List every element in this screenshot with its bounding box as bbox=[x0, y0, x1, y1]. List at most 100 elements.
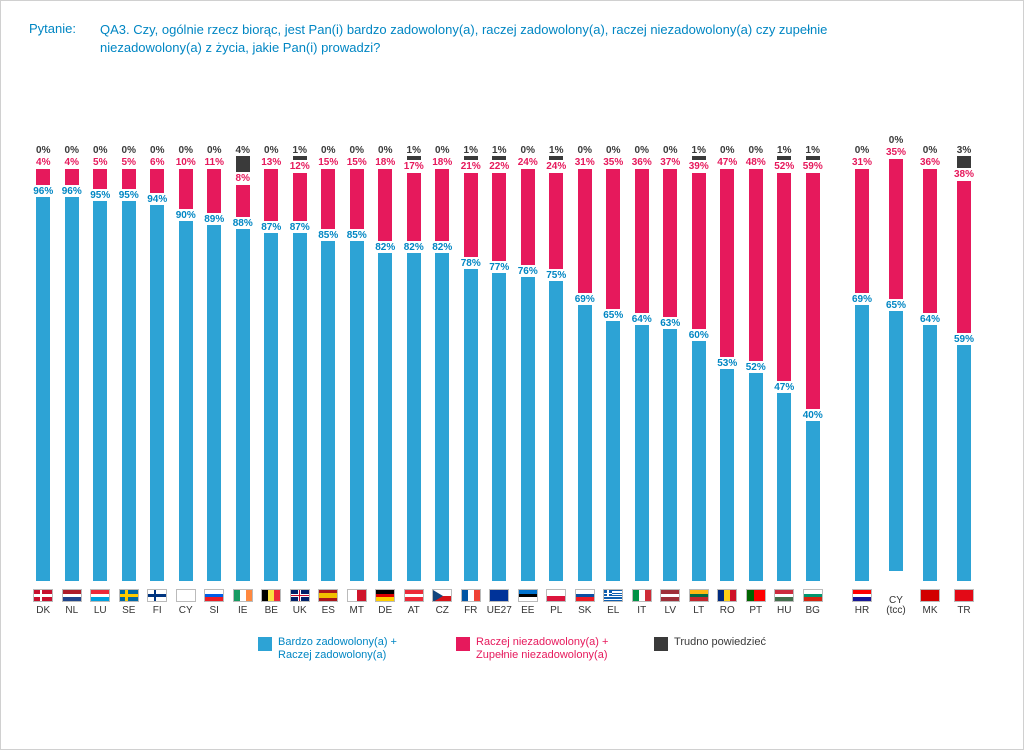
bar-segment-dk bbox=[777, 156, 791, 160]
value-label-sat: 89% bbox=[204, 215, 224, 226]
value-label-dk: 1% bbox=[549, 146, 563, 157]
country-code: SI bbox=[210, 606, 219, 616]
value-label-sat: 78% bbox=[461, 259, 481, 270]
bar-segment-sat bbox=[264, 233, 278, 581]
bar-segment-sat bbox=[65, 197, 79, 581]
bar-segment-dk bbox=[407, 156, 421, 160]
value-label-sat: 82% bbox=[432, 243, 452, 254]
bar-segment-sat bbox=[957, 345, 971, 581]
bar-stack: 1%52%47% bbox=[770, 86, 799, 583]
bar-slot-nl: 0%4%96%NL bbox=[58, 86, 87, 616]
country-code: PL bbox=[550, 606, 562, 616]
bar-segment-sat bbox=[435, 253, 449, 581]
country-code: FI bbox=[153, 606, 162, 616]
value-label-dk: 0% bbox=[264, 146, 278, 157]
bar-slot-hu: 1%52%47% HU bbox=[770, 86, 799, 616]
value-label-dis: 24% bbox=[518, 158, 538, 169]
value-label-dis: 17% bbox=[404, 162, 424, 173]
value-label-dis: 12% bbox=[290, 162, 310, 173]
bar-slot-lt: 1%39%60%LT bbox=[685, 86, 714, 616]
bar-segment-dk bbox=[464, 156, 478, 160]
bar-segment-sat bbox=[179, 221, 193, 581]
value-label-sat: 47% bbox=[774, 383, 794, 394]
country-code: HU bbox=[777, 606, 791, 616]
bar-segment-sat bbox=[36, 197, 50, 581]
bar-slot-tr: 3%38%59%TR bbox=[947, 86, 981, 616]
bar-stack: 0%48%52% bbox=[742, 86, 771, 583]
value-label-sat: 85% bbox=[318, 231, 338, 242]
bar-stack: 0%4%96% bbox=[29, 86, 58, 583]
flag-icon bbox=[62, 589, 82, 602]
value-label-dk: 0% bbox=[435, 146, 449, 157]
bar-slot-ue27: 1%22%77%UE27 bbox=[485, 86, 514, 616]
bar-slot-pl: 1%24%75% PL bbox=[542, 86, 571, 616]
legend-item: Trudno powiedzieć bbox=[654, 636, 766, 662]
bar-segment-sat bbox=[549, 281, 563, 581]
bar-stack: 1%24%75% bbox=[542, 86, 571, 583]
value-label-sat: 52% bbox=[746, 363, 766, 374]
bar-stack: 1%59%40% bbox=[799, 86, 828, 583]
bar-segment-sat bbox=[749, 373, 763, 581]
bar-segment-dk bbox=[236, 156, 250, 172]
bar-segment-sat bbox=[635, 325, 649, 581]
value-label-sat: 53% bbox=[717, 359, 737, 370]
bar-segment-sat bbox=[321, 241, 335, 581]
bar-segment-sat bbox=[578, 305, 592, 581]
question-text: QA3. Czy, ogólnie rzecz biorąc, jest Pan… bbox=[100, 21, 860, 56]
bar-stack: 0%11%89% bbox=[200, 86, 229, 583]
bar-slot-ie: 4%8%88%IE bbox=[229, 86, 258, 616]
value-label-dis: 8% bbox=[236, 174, 250, 185]
value-label-dk: 0% bbox=[207, 146, 221, 157]
bar-segment-sat bbox=[207, 225, 221, 581]
country-code: HR bbox=[855, 606, 869, 616]
value-label-dis: 21% bbox=[461, 162, 481, 173]
bar-segment-dk bbox=[806, 156, 820, 160]
bar-slot-pt: 0%48%52%PT bbox=[742, 86, 771, 616]
value-label-dk: 0% bbox=[663, 146, 677, 157]
legend: Bardzo zadowolony(a) + Raczej zadowolony… bbox=[29, 636, 995, 662]
bar-segment-sat bbox=[407, 253, 421, 581]
flag-icon bbox=[803, 589, 823, 602]
value-label-sat: 77% bbox=[489, 263, 509, 274]
value-label-sat: 88% bbox=[233, 219, 253, 230]
country-code: UK bbox=[293, 606, 307, 616]
legend-swatch bbox=[456, 637, 470, 651]
value-label-dk: 0% bbox=[65, 146, 79, 157]
value-label-dis: 39% bbox=[689, 162, 709, 173]
value-label-dis: 18% bbox=[432, 158, 452, 169]
value-label-dis: 35% bbox=[603, 158, 623, 169]
value-label-dk: 0% bbox=[150, 146, 164, 157]
bar-segment-dis bbox=[606, 169, 620, 309]
flag-icon bbox=[689, 589, 709, 602]
bar-segment-dk bbox=[293, 156, 307, 160]
bar-stack: 1%17%82% bbox=[400, 86, 429, 583]
bar-segment-dis bbox=[150, 169, 164, 193]
question-label: Pytanie: bbox=[29, 21, 76, 56]
value-label-sat: 59% bbox=[954, 335, 974, 346]
bar-slot-lv: 0%37%63%LV bbox=[656, 86, 685, 616]
bar-segment-sat bbox=[521, 277, 535, 581]
country-code: ES bbox=[322, 606, 335, 616]
legend-text: Bardzo zadowolony(a) + Raczej zadowolony… bbox=[278, 636, 428, 662]
flag-icon bbox=[90, 589, 110, 602]
bar-slot-uk: 1%12%87%UK bbox=[286, 86, 315, 616]
value-label-dk: 0% bbox=[521, 146, 535, 157]
value-label-dis: 38% bbox=[954, 170, 974, 181]
country-code: NL bbox=[65, 606, 78, 616]
flag-icon bbox=[746, 589, 766, 602]
bar-slot-mk: 0%36%64%MK bbox=[913, 86, 947, 616]
bar-segment-sat bbox=[663, 329, 677, 581]
flag-icon bbox=[147, 589, 167, 602]
value-label-sat: 75% bbox=[546, 271, 566, 282]
value-label-sat: 60% bbox=[689, 331, 709, 342]
country-code: AT bbox=[408, 606, 420, 616]
bar-slot-dk: 0%4%96%DK bbox=[29, 86, 58, 616]
bar-stack: 4%8%88% bbox=[229, 86, 258, 583]
value-label-sat: 96% bbox=[33, 187, 53, 198]
value-label-dis: 4% bbox=[36, 158, 50, 169]
bar-segment-dis bbox=[264, 169, 278, 221]
value-label-dk: 0% bbox=[606, 146, 620, 157]
country-code: EL bbox=[607, 606, 619, 616]
value-label-sat: 64% bbox=[920, 315, 940, 326]
bar-segment-dis bbox=[378, 169, 392, 241]
